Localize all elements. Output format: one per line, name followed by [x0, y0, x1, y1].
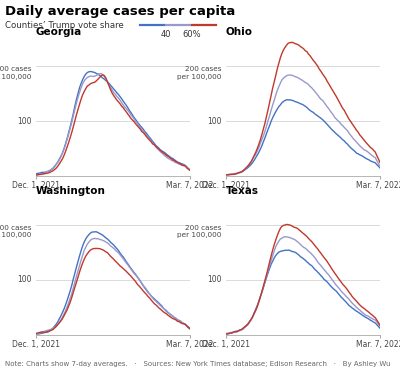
Text: 100: 100 — [17, 116, 31, 126]
Text: Texas: Texas — [226, 186, 259, 196]
Text: Note: Charts show 7-day averages.   ·   Sources: New York Times database; Edison: Note: Charts show 7-day averages. · Sour… — [5, 361, 390, 367]
Text: 200 cases
per 100,000: 200 cases per 100,000 — [0, 225, 31, 238]
Text: 100: 100 — [17, 275, 31, 284]
Text: Daily average cases per capita: Daily average cases per capita — [5, 5, 235, 18]
Text: Ohio: Ohio — [226, 27, 253, 37]
Text: Washington: Washington — [36, 186, 106, 196]
Text: 60%: 60% — [183, 30, 201, 39]
Text: 40: 40 — [161, 30, 171, 39]
Text: 200 cases
per 100,000: 200 cases per 100,000 — [0, 66, 31, 80]
Text: 200 cases
per 100,000: 200 cases per 100,000 — [177, 66, 221, 80]
Text: Counties’ Trump vote share: Counties’ Trump vote share — [5, 21, 124, 30]
Text: 200 cases
per 100,000: 200 cases per 100,000 — [177, 225, 221, 238]
Text: Georgia: Georgia — [36, 27, 82, 37]
Text: 100: 100 — [207, 275, 221, 284]
Text: 100: 100 — [207, 116, 221, 126]
